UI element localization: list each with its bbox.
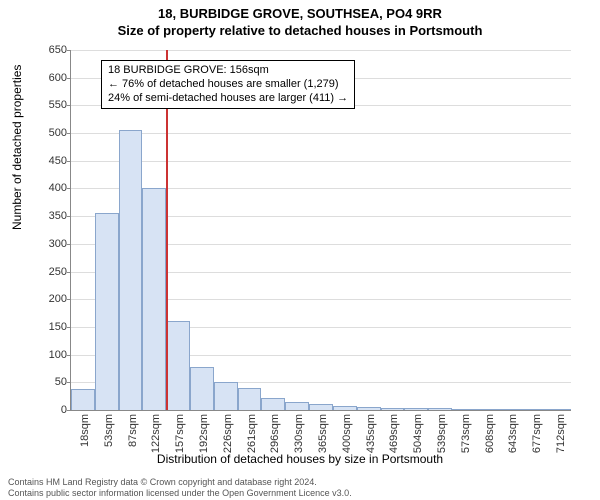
footer-line-2: Contains public sector information licen… [8,488,352,498]
y-tick-mark [67,299,71,300]
y-tick-mark [67,272,71,273]
histogram-bar [404,408,428,410]
annotation-line: ← 76% of detached houses are smaller (1,… [108,78,348,92]
histogram-bar [381,408,405,410]
x-tick-label: 365sqm [317,414,329,453]
histogram-bar [523,409,547,410]
y-tick-label: 250 [27,266,67,278]
y-tick-label: 350 [27,210,67,222]
footer-line-1: Contains HM Land Registry data © Crown c… [8,477,352,487]
histogram-bar [190,367,214,410]
gridline [71,133,571,134]
histogram-bar [500,409,524,410]
x-tick-label: 643sqm [507,414,519,453]
x-tick-label: 608sqm [484,414,496,453]
x-tick-label: 435sqm [365,414,377,453]
y-tick-label: 400 [27,182,67,194]
y-tick-label: 100 [27,349,67,361]
x-tick-label: 400sqm [341,414,353,453]
x-tick-label: 157sqm [174,414,186,453]
x-tick-label: 712sqm [555,414,567,453]
gridline [71,161,571,162]
histogram-bar [452,409,476,410]
y-tick-mark [67,78,71,79]
x-tick-label: 539sqm [436,414,448,453]
y-tick-label: 150 [27,321,67,333]
y-tick-label: 300 [27,238,67,250]
footer-attribution: Contains HM Land Registry data © Crown c… [8,477,352,498]
histogram-bar [261,398,285,410]
y-tick-label: 200 [27,293,67,305]
annotation-line: 24% of semi-detached houses are larger (… [108,92,348,106]
annotation-line: 18 BURBIDGE GROVE: 156sqm [108,64,348,78]
y-tick-mark [67,382,71,383]
gridline [71,50,571,51]
histogram-bar [547,409,571,410]
y-tick-mark [67,244,71,245]
x-tick-label: 53sqm [103,414,115,447]
chart-container: 18, BURBIDGE GROVE, SOUTHSEA, PO4 9RR Si… [0,0,600,500]
annotation-box: 18 BURBIDGE GROVE: 156sqm← 76% of detach… [101,60,355,109]
y-tick-mark [67,161,71,162]
histogram-bar [428,408,452,410]
histogram-bar [166,321,190,410]
histogram-bar [95,213,119,410]
x-tick-label: 469sqm [388,414,400,453]
y-tick-label: 550 [27,99,67,111]
x-tick-label: 122sqm [150,414,162,453]
x-tick-label: 504sqm [412,414,424,453]
y-tick-label: 500 [27,127,67,139]
chart-title-sub: Size of property relative to detached ho… [0,21,600,38]
histogram-bar [238,388,262,410]
y-tick-mark [67,327,71,328]
x-tick-label: 226sqm [222,414,234,453]
x-tick-label: 296sqm [269,414,281,453]
x-axis-label: Distribution of detached houses by size … [0,452,600,466]
y-tick-label: 650 [27,44,67,56]
histogram-bar [119,130,143,410]
y-tick-mark [67,410,71,411]
plot-region: 0501001502002503003504004505005506006501… [70,50,571,411]
histogram-bar [309,404,333,410]
x-tick-label: 573sqm [460,414,472,453]
histogram-bar [142,188,166,410]
histogram-bar [214,382,238,410]
histogram-bar [357,407,381,410]
chart-area: 0501001502002503003504004505005506006501… [70,50,570,410]
y-tick-label: 50 [27,376,67,388]
y-tick-mark [67,50,71,51]
x-tick-label: 677sqm [531,414,543,453]
chart-title-address: 18, BURBIDGE GROVE, SOUTHSEA, PO4 9RR [0,0,600,21]
x-tick-label: 18sqm [79,414,91,447]
y-tick-mark [67,355,71,356]
y-tick-mark [67,188,71,189]
x-tick-label: 330sqm [293,414,305,453]
x-tick-label: 261sqm [246,414,258,453]
y-tick-label: 0 [27,404,67,416]
histogram-bar [71,389,95,410]
histogram-bar [476,409,500,410]
y-tick-mark [67,133,71,134]
y-tick-mark [67,216,71,217]
y-tick-label: 450 [27,155,67,167]
histogram-bar [285,402,309,410]
x-tick-label: 192sqm [198,414,210,453]
y-axis-label: Number of detached properties [10,65,24,230]
y-tick-label: 600 [27,72,67,84]
histogram-bar [333,406,357,410]
y-tick-mark [67,105,71,106]
x-tick-label: 87sqm [127,414,139,447]
